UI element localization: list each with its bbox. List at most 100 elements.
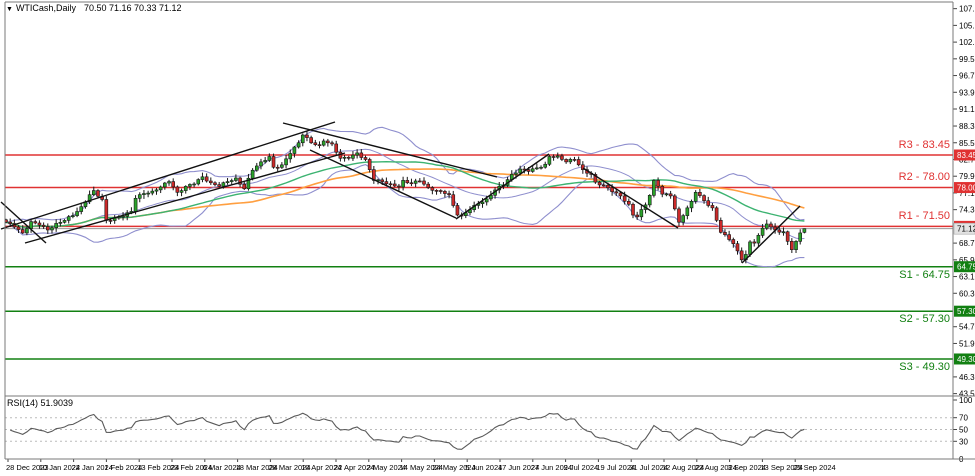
candle-body [384, 181, 389, 185]
candle-body [171, 181, 175, 188]
current-price-tick-label: 71.12 [957, 225, 975, 234]
candle-body [229, 180, 234, 182]
candle-body [430, 187, 435, 191]
price-tick-label: 51.90 [959, 339, 975, 348]
candle-body [706, 200, 711, 206]
rsi-scale-label: 50 [959, 426, 968, 435]
candle-body [313, 142, 318, 145]
support-tick-s3-label: 49.30 [957, 355, 975, 364]
candle-body [5, 219, 8, 223]
candle-body [447, 193, 451, 196]
rsi-scale-label: 30 [959, 437, 968, 446]
price-tick-label: 63.10 [959, 273, 975, 282]
candle-body [597, 181, 602, 186]
candle-body [225, 181, 230, 184]
candles-layer [5, 131, 807, 264]
candle-body [255, 165, 259, 171]
candle-body [593, 174, 598, 183]
date-tick-label: 9 Jul 2024 [564, 463, 599, 472]
price-tick-label: 74.30 [959, 206, 975, 215]
date-tick-label: 10 Apr 2024 [301, 463, 341, 472]
candle-body [518, 168, 522, 174]
candle-body [677, 208, 681, 223]
candle-body [581, 164, 585, 170]
trendline-4[interactable] [282, 122, 498, 178]
candle-body [392, 183, 397, 187]
bollinger-upper-band [5, 126, 805, 223]
candle-body [45, 226, 50, 231]
trendline-7[interactable] [582, 167, 679, 229]
date-tick-label: 27 Jun 2024 [531, 463, 572, 472]
price-tick-label: 102.35 [959, 38, 975, 47]
candle-body [543, 163, 548, 168]
candle-body [664, 193, 669, 196]
price-tick-label: 79.90 [959, 172, 975, 181]
candle-body [723, 232, 727, 235]
date-tick-label: 28 Dec 2023 [6, 463, 49, 472]
candle-body [204, 176, 209, 182]
candle-body [401, 180, 405, 188]
resistance-tick-r2-label: 78.00 [957, 184, 975, 193]
trendline-3[interactable] [24, 152, 346, 244]
candle-body [760, 227, 765, 236]
candle-body [280, 164, 284, 168]
candle-body [37, 222, 42, 226]
candle-body [87, 194, 92, 203]
price-tick-label: 77.10 [959, 189, 975, 198]
candle-body [179, 190, 184, 193]
trendline-5[interactable] [309, 149, 457, 219]
candle-body [551, 156, 556, 158]
candle-body [25, 228, 29, 234]
price-tick-label: 105.15 [959, 21, 975, 30]
candle-body [133, 198, 138, 212]
candle-body [480, 201, 485, 204]
candle-body [317, 144, 322, 146]
candle-body [405, 180, 410, 184]
candle-body [443, 191, 447, 194]
candle-body [104, 199, 109, 221]
candle-body [635, 214, 639, 218]
date-tick-label: 2 May 2024 [367, 463, 406, 472]
trendline-8[interactable] [741, 205, 801, 264]
candle-body [54, 223, 58, 229]
price-tick-label: 91.15 [959, 105, 975, 114]
candle-body [739, 250, 744, 261]
candle-body [79, 206, 84, 212]
rsi-scale-label: 70 [959, 414, 968, 423]
candle-body [96, 190, 100, 197]
candle-body [108, 220, 113, 222]
candle-body [213, 182, 217, 185]
candle-body [601, 184, 606, 187]
price-tick-label: 99.55 [959, 55, 975, 64]
candle-body [735, 243, 740, 252]
price-tick-label: 107.95 [959, 5, 975, 14]
rsi-scale-label: 100 [959, 396, 973, 405]
candle-body [367, 159, 372, 170]
date-tick-label: 10 Jan 2024 [39, 463, 80, 472]
candle-body [300, 134, 305, 144]
candle-body [606, 184, 610, 189]
trendlines-layer[interactable] [0, 121, 801, 264]
candle-body [175, 186, 180, 193]
trendline-6[interactable] [455, 153, 550, 220]
trendline-2[interactable] [0, 121, 336, 230]
price-tick-label: 96.75 [959, 72, 975, 81]
candle-body [656, 180, 660, 187]
candle-body [91, 190, 96, 196]
candle-body [785, 231, 790, 242]
candle-body [250, 169, 255, 179]
date-tick-label: 31 Jul 2024 [629, 463, 668, 472]
indicator-lines-layer [5, 126, 805, 268]
date-tick-label: 17 Jun 2024 [498, 463, 539, 472]
price-tick-label: 46.30 [959, 373, 975, 382]
candle-body [530, 168, 535, 172]
candle-body [790, 241, 794, 250]
sr-level-lines-layer [5, 154, 953, 360]
candle-body [614, 191, 619, 194]
candle-body [342, 156, 347, 159]
candle-body [555, 155, 560, 158]
candle-body [158, 186, 163, 191]
